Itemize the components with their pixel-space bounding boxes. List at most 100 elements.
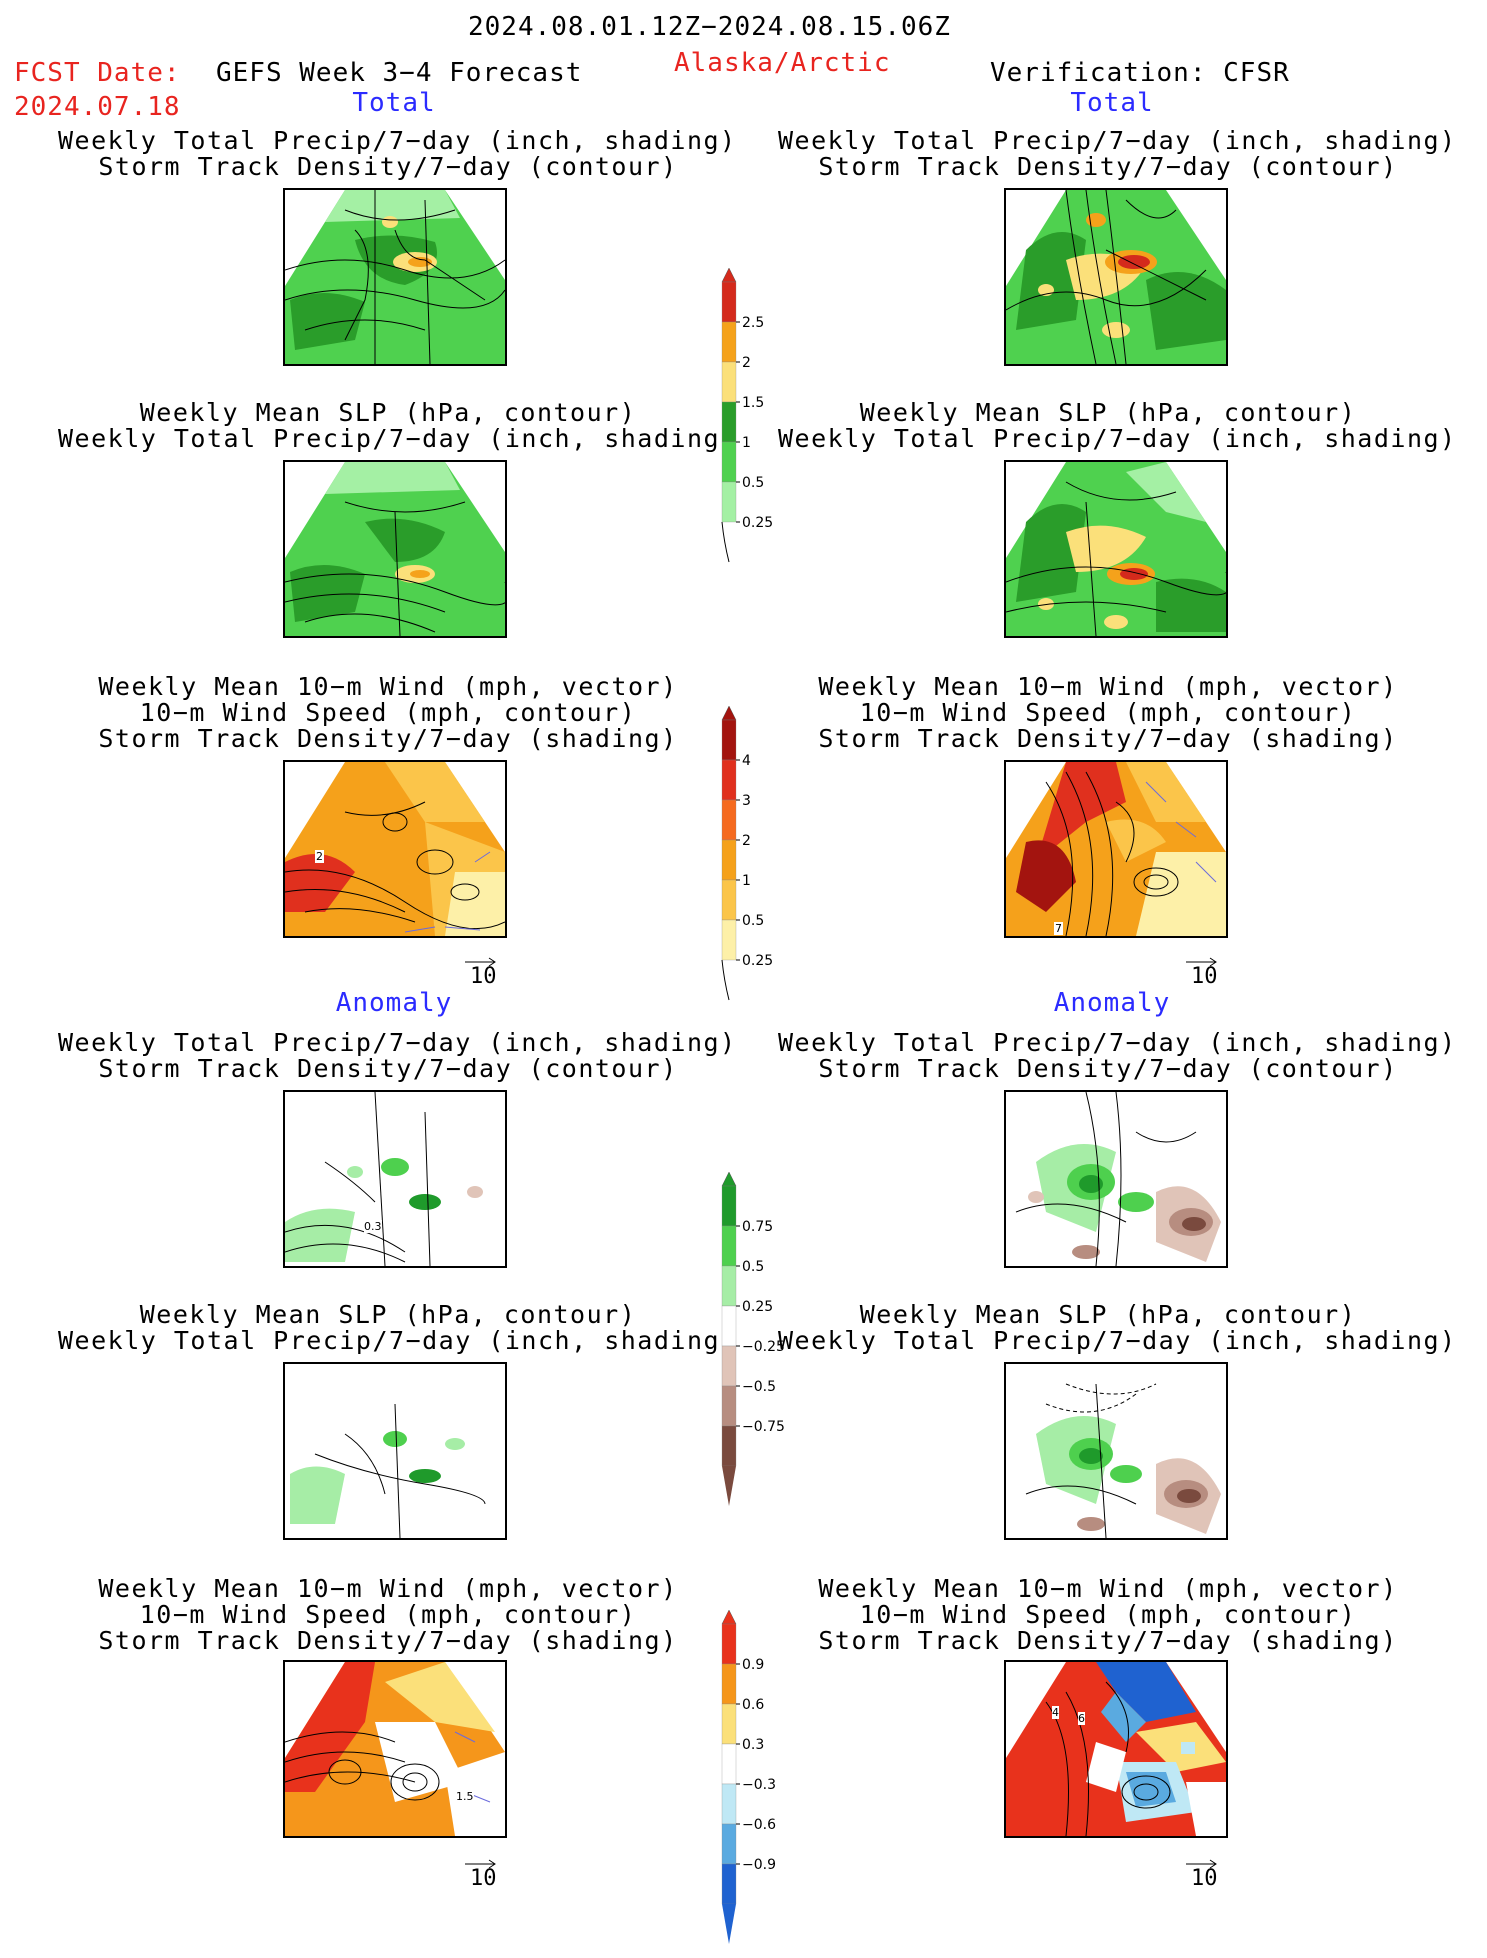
section-anomaly-left: Anomaly [335,988,453,1018]
title-precip-storm-anom-right: Weekly Total Precip/7−day (inch, shading… [778,1028,1457,1083]
ref-label-total-left: 10 [470,964,497,989]
storm_anom-tick-label-4: −0.6 [742,1817,776,1833]
precip_anom-segment-5 [721,1385,737,1427]
precip_anom-segment-0 [721,1185,737,1227]
verification-label: Verification: CFSR [990,58,1290,88]
contour-label-anom-wind-right-b: 6 [1078,1712,1085,1725]
colorbar-storm-anom: 0.9 0.6 0.3 −0.3 −0.6 −0.9 [721,1609,812,1958]
storm_anom-tick-label-0: 0.9 [742,1657,764,1673]
map-precip-storm-total-right [1004,188,1228,366]
title-wind-storm-anom-right: Weekly Mean 10−m Wind (mph, vector) 10−m… [818,1574,1398,1655]
contour-label-total-left: 2 [315,850,324,863]
storm_total-tick-label-5: 0.25 [742,953,773,969]
fcst-date-value: 2024.07.18 [14,92,181,122]
storm_total-segment-5 [721,919,737,961]
precip_total-top-triangle [721,267,737,283]
precip_total-tick-label-1: 2 [742,355,751,371]
ref-arrow-anom-right [1186,1854,1220,1873]
precip_total-segment-4 [721,441,737,483]
precip_total-colorbar-svg: 2.5 2 1.5 1 0.5 0.25 [721,267,773,563]
colorbar-storm-total: 4 3 2 1 0.5 0.25 [721,705,812,1014]
title-wind-storm-total-right: Weekly Mean 10−m Wind (mph, vector) 10−m… [818,672,1398,753]
precip_anom-top-triangle [721,1171,737,1187]
storm_total-segment-4 [721,879,737,921]
map-slp-precip-total-right [1004,460,1228,638]
storm_total-tick-label-2: 2 [742,833,751,849]
storm_total-tick-label-4: 0.5 [742,913,764,929]
ref-arrow-total-right [1186,952,1220,971]
storm_anom-segment-1 [721,1663,737,1705]
storm_anom-colorbar-svg: 0.9 0.6 0.3 −0.3 −0.6 −0.9 [721,1609,776,1944]
precip_anom-tick-label-3: −0.25 [742,1339,785,1355]
storm_anom-top-triangle [721,1609,737,1625]
map-slp-precip-anom-left [283,1362,507,1540]
precip_total-segment-0 [721,281,737,323]
storm_total-tick-label-3: 1 [742,873,751,889]
title-slp-precip-anom-right: Weekly Mean SLP (hPa, contour) Weekly To… [778,1300,1457,1355]
title-precip-storm-total-left: Weekly Total Precip/7−day (inch, shading… [58,126,737,181]
precip_anom-tick-label-1: 0.5 [742,1259,764,1275]
storm_total-segment-3 [721,839,737,881]
map-slp-precip-total-left [283,460,507,638]
title-slp-precip-anom-left: Weekly Mean SLP (hPa, contour) Weekly To… [58,1300,737,1355]
map-precip-storm-total-left [283,188,507,366]
precip_anom-segment-1 [721,1225,737,1267]
title-slp-precip-total-right: Weekly Mean SLP (hPa, contour) Weekly To… [778,398,1457,453]
storm_total-segment-2 [721,799,737,841]
precip_anom-segment-4 [721,1345,737,1387]
storm_total-tail [721,959,730,1001]
colorbar-precip-total: 2.5 2 1.5 1 0.5 0.25 [721,267,812,576]
precip_anom-segment-2 [721,1265,737,1307]
precip_anom-tick-label-2: 0.25 [742,1299,773,1315]
precip_total-tick-label-2: 1.5 [742,395,764,411]
storm_anom-tick-label-5: −0.9 [742,1857,776,1873]
forecast-title: GEFS Week 3−4 Forecast [216,58,583,88]
title-precip-storm-anom-left: Weekly Total Precip/7−day (inch, shading… [58,1028,737,1083]
contour-label-anom-wind-left: 1.5 [456,1790,474,1803]
precip_anom-colorbar-svg: 0.75 0.5 0.25 −0.25 −0.5 −0.75 [721,1171,785,1506]
storm_anom-segment-0 [721,1623,737,1665]
storm_anom-segment-4 [721,1783,737,1825]
map-wind-storm-anom-right [1004,1660,1228,1838]
section-total-right: Total [1070,88,1154,118]
precip_total-tick-label-5: 0.25 [742,515,773,531]
storm_anom-bottom-triangle [722,1904,736,1944]
storm_anom-segment-3 [721,1743,737,1785]
colorbar-precip-anom: 0.75 0.5 0.25 −0.25 −0.5 −0.75 [721,1171,812,1520]
precip_total-tick-label-3: 1 [742,435,751,451]
map-wind-storm-total-left [283,760,507,938]
section-total-left: Total [352,88,436,118]
map-precip-storm-anom-right [1004,1090,1228,1268]
fcst-date-label: FCST Date: [14,58,181,88]
precip_anom-segment-3 [721,1305,737,1347]
precip_anom-tick-label-4: −0.5 [742,1379,776,1395]
precip_total-tail [721,521,730,563]
precip_anom-bottom-triangle [722,1466,736,1506]
ref-label-anom-right: 10 [1191,1866,1218,1891]
precip_total-segment-1 [721,321,737,363]
contour-label-total-right: 7 [1054,922,1063,935]
title-slp-precip-total-left: Weekly Mean SLP (hPa, contour) Weekly To… [58,398,737,453]
ref-arrow-anom-left [465,1854,499,1873]
storm_total-segment-0 [721,719,737,761]
precip_total-segment-5 [721,481,737,523]
storm_anom-segment-6 [721,1863,737,1905]
storm_anom-segment-2 [721,1703,737,1745]
title-precip-storm-total-right: Weekly Total Precip/7−day (inch, shading… [778,126,1457,181]
storm_total-tick-label-0: 4 [742,753,751,769]
date-range: 2024.08.01.12Z−2024.08.15.06Z [468,12,951,42]
storm_anom-segment-5 [721,1823,737,1865]
precip_anom-segment-6 [721,1425,737,1467]
storm_total-tick-label-1: 3 [742,793,751,809]
contour-label-anom-precip-left: 0.3 [364,1220,382,1233]
precip_total-tick-label-0: 2.5 [742,315,764,331]
contour-label-anom-wind-right-a: 4 [1052,1706,1059,1719]
precip_total-segment-3 [721,401,737,443]
ref-arrow-total-left [465,952,499,971]
storm_anom-tick-label-3: −0.3 [742,1777,776,1793]
storm_anom-tick-label-1: 0.6 [742,1697,764,1713]
title-wind-storm-total-left: Weekly Mean 10−m Wind (mph, vector) 10−m… [98,672,678,753]
precip_total-segment-2 [721,361,737,403]
section-anomaly-right: Anomaly [1053,988,1171,1018]
map-wind-storm-anom-left [283,1660,507,1838]
